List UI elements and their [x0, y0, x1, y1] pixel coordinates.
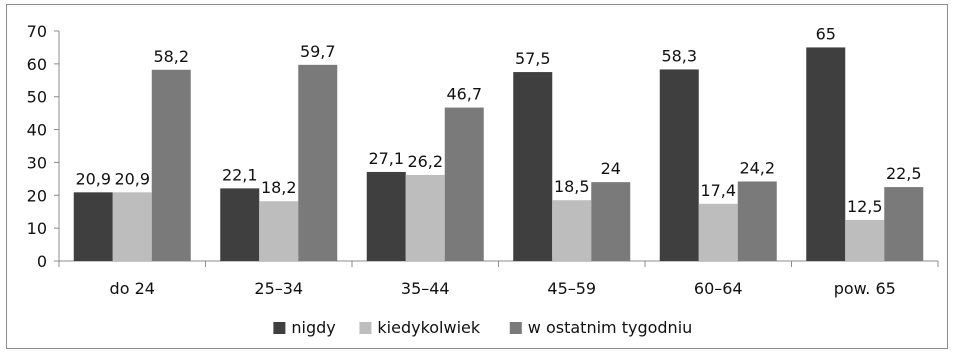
data-label: 18,2 — [261, 178, 297, 197]
bar-kiedykolwiek — [259, 201, 299, 261]
bar-nigdy — [659, 69, 699, 261]
y-tick-label: 20 — [27, 186, 47, 205]
bar-kiedykolwiek — [552, 200, 592, 261]
data-label: 59,7 — [300, 42, 336, 61]
legend: nigdy kiedykolwiek w ostatnim tygodniu — [273, 318, 692, 337]
bar-kiedykolwiek — [405, 174, 445, 261]
legend-swatch — [273, 322, 286, 334]
bar-nigdy — [73, 192, 113, 261]
legend-swatch — [359, 322, 372, 334]
bar-kiedykolwiek — [845, 219, 885, 261]
data-label: 22,1 — [222, 165, 258, 184]
bar-nigdy — [513, 72, 553, 261]
legend-label: w ostatnim tygodniu — [528, 318, 692, 337]
bar-w-ostatnim-tygodniu — [151, 69, 191, 262]
bar-nigdy — [366, 171, 406, 261]
data-label: 20,9 — [114, 169, 150, 188]
y-tick-label: 50 — [27, 88, 47, 107]
y-tick-label: 70 — [27, 22, 47, 41]
data-label: 12,5 — [847, 197, 883, 216]
x-tick-label: 25–34 — [254, 279, 303, 298]
y-tick-label: 60 — [27, 55, 47, 74]
x-tick-label: 45–59 — [547, 279, 596, 298]
axis-layer: 0 10 20 30 40 50 60 70 do 24 25–34 35–44 45–59 60–64… — [27, 22, 939, 298]
x-tick-label: pow. 65 — [834, 279, 896, 298]
bar-w-ostatnim-tygodniu — [737, 181, 777, 261]
x-tick-label: 35–44 — [401, 279, 450, 298]
legend-label: kiedykolwiek — [377, 318, 480, 337]
bar-w-ostatnim-tygodniu — [298, 64, 338, 261]
bar-kiedykolwiek — [698, 203, 738, 261]
data-label: 17,4 — [700, 181, 736, 200]
legend-label: nigdy — [291, 318, 335, 337]
data-label: 46,7 — [446, 85, 482, 104]
data-label: 26,2 — [407, 152, 443, 171]
data-label: 22,5 — [886, 164, 922, 183]
data-label: 65 — [816, 24, 836, 43]
data-label: 58,2 — [153, 47, 189, 66]
bar-nigdy — [806, 47, 846, 261]
bar-kiedykolwiek — [112, 192, 152, 261]
y-tick-label: 10 — [27, 219, 47, 238]
bars-layer — [73, 47, 924, 262]
data-label: 27,1 — [368, 149, 404, 168]
bar-w-ostatnim-tygodniu — [884, 187, 924, 261]
y-tick-label: 0 — [37, 252, 47, 271]
data-label: 18,5 — [554, 177, 590, 196]
data-label: 58,3 — [661, 46, 697, 65]
data-label: 57,5 — [515, 49, 551, 68]
bar-nigdy — [220, 188, 260, 261]
bar-w-ostatnim-tygodniu — [444, 107, 484, 261]
data-label: 24,2 — [739, 158, 775, 177]
x-tick-label: do 24 — [110, 279, 155, 298]
y-tick-label: 40 — [27, 121, 47, 140]
legend-swatch — [509, 322, 522, 334]
bar-w-ostatnim-tygodniu — [591, 182, 631, 261]
data-label: 20,9 — [75, 169, 111, 188]
data-labels-layer: 20,9 20,9 58,2 22,118,2 59,7 27,1 26,2 46,7 57,5… — [75, 24, 921, 216]
data-label: 24 — [601, 159, 621, 178]
y-tick-label: 30 — [27, 153, 47, 172]
x-tick-label: 60–64 — [694, 279, 743, 298]
